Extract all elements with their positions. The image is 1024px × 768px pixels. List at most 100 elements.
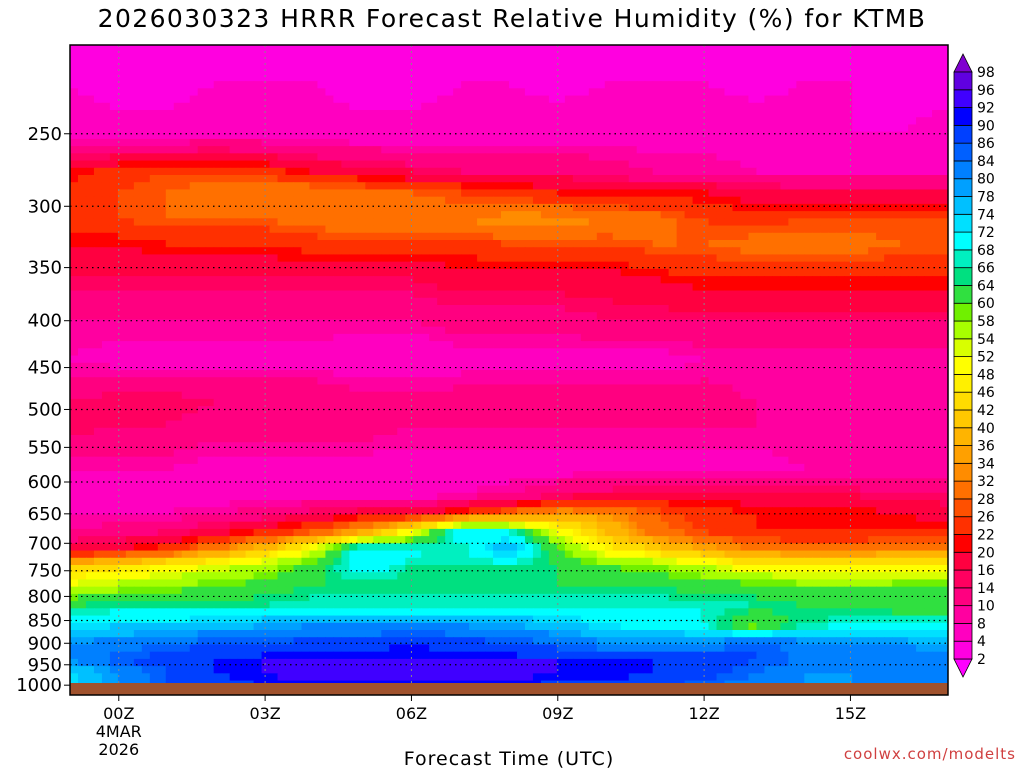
rh-cell	[165, 203, 175, 212]
rh-cell	[413, 283, 422, 292]
rh-cell	[740, 312, 750, 321]
rh-cell	[764, 240, 773, 248]
rh-cell	[325, 153, 334, 162]
rh-cell	[724, 124, 734, 133]
rh-cell	[165, 319, 175, 328]
rh-cell	[493, 117, 502, 126]
rh-cell	[381, 319, 390, 328]
rh-cell	[820, 218, 829, 227]
rh-cell	[772, 88, 781, 97]
rh-cell	[740, 167, 750, 176]
rh-cell	[365, 124, 374, 133]
rh-cell	[684, 326, 694, 335]
rh-cell	[628, 167, 638, 176]
rh-cell	[157, 95, 167, 104]
rh-cell	[125, 110, 135, 118]
rh-cell	[157, 211, 167, 219]
rh-cell	[429, 175, 438, 183]
rh-cell	[748, 203, 758, 212]
rh-cell	[493, 189, 502, 198]
rh-cell	[516, 232, 526, 241]
rh-cell	[804, 362, 813, 371]
rh-cell	[708, 268, 718, 277]
rh-cell	[628, 341, 638, 349]
rh-cell	[133, 124, 143, 133]
rh-cell	[564, 45, 574, 53]
rh-cell	[684, 333, 694, 342]
rh-cell	[437, 283, 446, 292]
rh-cell	[197, 117, 207, 126]
rh-cell	[604, 196, 614, 205]
rh-cell	[285, 95, 295, 104]
rh-cell	[93, 254, 103, 263]
rh-field	[70, 45, 948, 695]
rh-cell	[101, 276, 111, 284]
rh-cell	[820, 196, 829, 205]
rh-cell	[852, 232, 861, 241]
rh-cell	[349, 254, 358, 263]
rh-cell	[213, 160, 223, 169]
rh-cell	[269, 160, 279, 169]
rh-cell	[676, 341, 686, 349]
rh-cell	[70, 341, 79, 349]
rh-cell	[556, 45, 566, 53]
rh-cell	[349, 88, 358, 97]
rh-cell	[469, 261, 478, 270]
rh-cell	[245, 211, 255, 219]
rh-cell	[620, 153, 630, 162]
rh-cell	[844, 73, 853, 82]
rh-cell	[189, 131, 199, 140]
rh-cell	[804, 88, 813, 97]
rh-cell	[461, 297, 470, 306]
rh-cell	[524, 81, 534, 89]
rh-cell	[764, 73, 773, 82]
rh-cell	[868, 153, 877, 162]
rh-cell	[940, 66, 948, 75]
rh-cell	[149, 95, 159, 104]
rh-cell	[205, 45, 215, 53]
rh-cell	[293, 45, 303, 53]
rh-cell	[333, 196, 342, 205]
rh-cell	[125, 283, 135, 292]
rh-cell	[596, 81, 606, 89]
rh-cell	[516, 59, 526, 68]
rh-cell	[237, 232, 247, 241]
rh-cell	[588, 218, 598, 227]
rh-cell	[133, 268, 143, 277]
rh-cell	[117, 175, 127, 183]
rh-cell	[724, 196, 734, 205]
rh-cell	[413, 52, 422, 61]
rh-cell	[70, 276, 79, 284]
rh-cell	[173, 254, 183, 263]
rh-cell	[820, 261, 829, 270]
rh-cell	[756, 232, 766, 241]
rh-cell	[197, 88, 207, 97]
rh-cell	[908, 138, 917, 147]
rh-cell	[373, 52, 382, 61]
rh-cell	[381, 73, 390, 82]
rh-cell	[493, 81, 502, 89]
rh-cell	[101, 247, 111, 256]
rh-cell	[572, 268, 582, 277]
rh-cell	[77, 196, 87, 205]
rh-cell	[596, 95, 606, 104]
rh-cell	[884, 341, 893, 349]
rh-cell	[253, 182, 263, 191]
rh-cell	[852, 66, 861, 75]
rh-cell	[700, 276, 710, 284]
rh-cell	[892, 59, 901, 68]
rh-cell	[509, 117, 518, 126]
rh-cell	[740, 326, 750, 335]
rh-cell	[293, 326, 303, 335]
rh-cell	[325, 102, 334, 111]
rh-cell	[580, 153, 590, 162]
rh-cell	[357, 95, 366, 104]
rh-cell	[708, 211, 718, 219]
rh-cell	[221, 348, 231, 357]
rh-cell	[109, 333, 119, 342]
rh-cell	[437, 52, 446, 61]
rh-cell	[149, 370, 159, 378]
rh-cell	[932, 240, 941, 248]
rh-cell	[301, 153, 311, 162]
rh-cell	[836, 305, 845, 313]
